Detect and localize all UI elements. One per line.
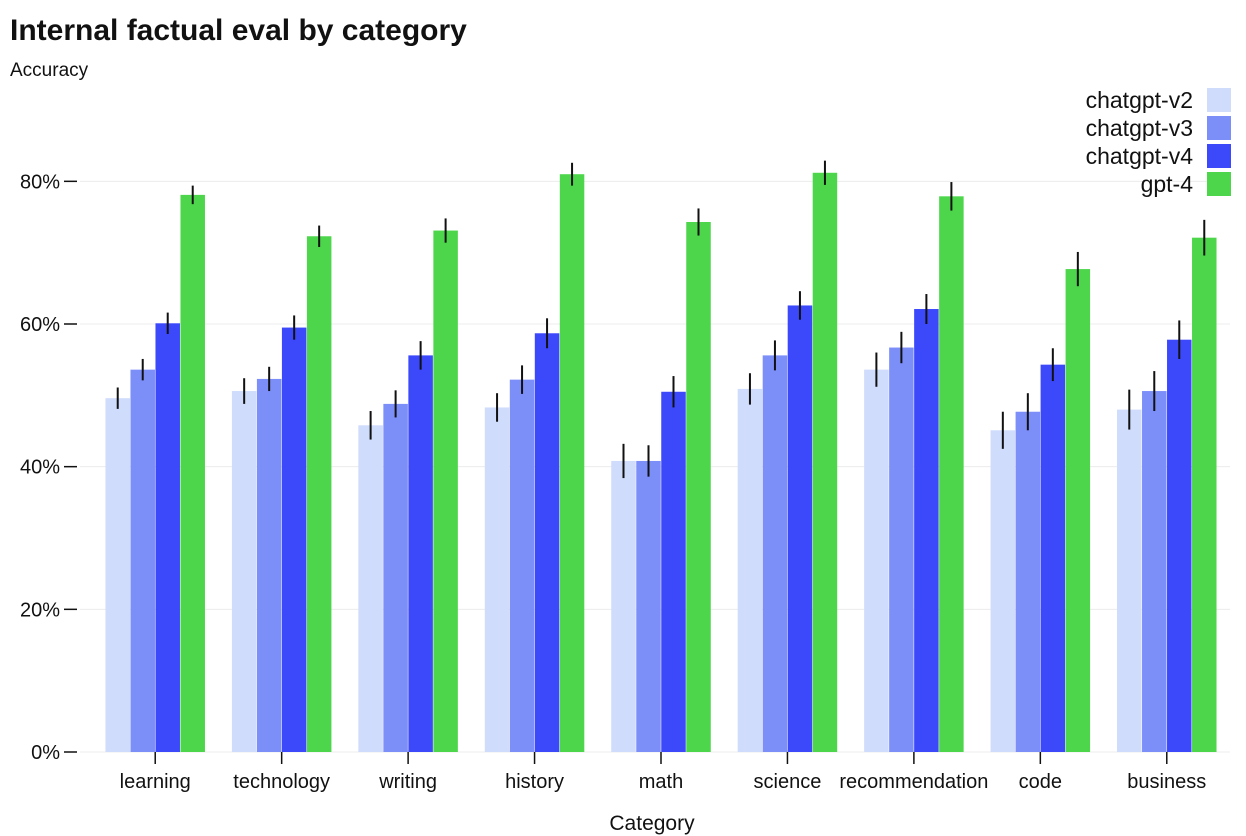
bars — [105, 172, 1217, 753]
legend-swatch-chatgpt-v2 — [1207, 88, 1231, 112]
legend-swatch-gpt-4 — [1207, 172, 1231, 196]
legend-swatch-chatgpt-v3 — [1207, 116, 1231, 140]
legend-label-gpt-4: gpt-4 — [1141, 171, 1194, 197]
x-tick-label: math — [639, 771, 683, 793]
bar-gpt-4-science — [812, 172, 838, 753]
bar-chatgpt-v4-math — [661, 391, 686, 752]
legend-label-chatgpt-v3: chatgpt-v3 — [1086, 115, 1193, 141]
x-tick-label: code — [1019, 771, 1062, 793]
bar-gpt-4-business — [1192, 237, 1217, 753]
bar-chatgpt-v2-technology — [231, 391, 257, 752]
y-axis: 0% 20% 40% 60% 80% — [20, 171, 77, 764]
bar-gpt-4-history — [559, 174, 585, 752]
bar-chatgpt-v4-writing — [408, 355, 433, 752]
bar-gpt-4-writing — [433, 230, 458, 752]
x-axis-label: Category — [609, 812, 695, 835]
legend-label-chatgpt-v2: chatgpt-v2 — [1086, 87, 1193, 113]
bar-chatgpt-v4-business — [1167, 339, 1192, 752]
bar-gpt-4-code — [1065, 269, 1091, 752]
bar-chatgpt-v3-technology — [256, 378, 282, 752]
y-axis-label: Accuracy — [10, 60, 89, 81]
bar-chatgpt-v2-learning — [105, 398, 130, 752]
bar-chatgpt-v4-learning — [155, 323, 180, 752]
bar-gpt-4-learning — [180, 194, 205, 753]
bar-chatgpt-v2-math — [611, 460, 636, 752]
bar-chatgpt-v4-history — [534, 333, 560, 752]
bar-chatgpt-v2-code — [990, 430, 1016, 752]
x-tick-label: recommendation — [839, 771, 988, 793]
bar-chatgpt-v3-science — [762, 355, 788, 752]
bar-chatgpt-v3-math — [636, 460, 661, 752]
y-tick-label: 60% — [20, 314, 60, 336]
y-tick-label: 20% — [20, 599, 60, 621]
y-tick-label: 0% — [31, 742, 60, 764]
bar-chatgpt-v2-writing — [358, 425, 383, 752]
bar-chatgpt-v3-code — [1015, 411, 1041, 752]
x-tick-label: technology — [233, 771, 330, 793]
error-bars — [116, 160, 1206, 479]
legend-swatch-chatgpt-v4 — [1207, 144, 1231, 168]
y-tick-label: 40% — [20, 457, 60, 479]
bar-chatgpt-v4-code — [1040, 364, 1066, 752]
bar-chatgpt-v4-technology — [281, 327, 307, 752]
bar-gpt-4-recommendation — [939, 196, 964, 752]
bar-gpt-4-math — [686, 221, 711, 752]
x-tick-label: writing — [378, 771, 437, 793]
bar-chatgpt-v3-learning — [130, 369, 155, 752]
chart-title: Internal factual eval by category — [10, 14, 467, 47]
bar-chatgpt-v4-science — [787, 305, 813, 752]
bar-chatgpt-v3-recommendation — [889, 347, 914, 752]
x-tick-label: learning — [120, 771, 191, 793]
x-tick-label: history — [505, 771, 564, 793]
bar-chatgpt-v2-recommendation — [864, 369, 889, 752]
x-tick-label: business — [1127, 771, 1206, 793]
bar-chatgpt-v2-business — [1117, 409, 1142, 752]
bar-chatgpt-v3-history — [509, 379, 535, 752]
x-axis: learning technology writing history math scie… — [120, 752, 1206, 793]
bar-chatgpt-v2-science — [737, 388, 763, 752]
bar-chatgpt-v2-history — [484, 407, 510, 752]
bar-gpt-4-technology — [306, 236, 332, 752]
y-tick-label: 80% — [20, 171, 60, 193]
x-tick-label: science — [754, 771, 822, 793]
legend-label-chatgpt-v4: chatgpt-v4 — [1086, 143, 1194, 169]
bar-chatgpt-v3-writing — [383, 403, 408, 752]
bar-chatgpt-v4-recommendation — [914, 309, 939, 752]
bar-chatgpt-v3-business — [1142, 391, 1167, 752]
